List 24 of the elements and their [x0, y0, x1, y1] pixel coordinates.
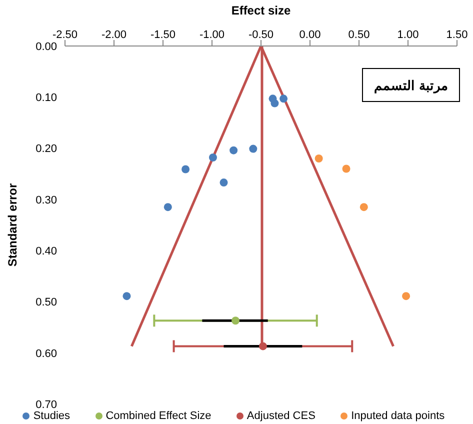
y-axis-title: Standard error — [5, 182, 20, 267]
y-tick-label: 0.40 — [36, 245, 57, 258]
text: مرتبة التسمم — [362, 68, 460, 102]
x-tick-label: -2.50 — [52, 29, 78, 41]
legend-label: Combined Effect Size — [104, 410, 212, 422]
y-tick-label: 0.00 — [36, 40, 57, 53]
x-tick-label: -2.00 — [101, 29, 127, 41]
x-tick-label: -0.50 — [248, 29, 274, 41]
legend-label: Inputed data points — [350, 410, 445, 422]
x-tick-label: -1.00 — [199, 29, 225, 41]
x-tick-label: 0.00 — [299, 29, 321, 41]
x-tick-label: 0.50 — [348, 29, 370, 41]
y-tick-label: 0.30 — [36, 194, 57, 206]
y-tick-label: 0.70 — [36, 398, 57, 411]
x-tick-label: 1.50 — [446, 29, 468, 41]
x-tick-label: 1.00 — [397, 29, 419, 41]
legend-label: Adjusted CES — [246, 410, 316, 422]
y-tick-label: 0.20 — [36, 143, 57, 156]
y-tick-label: 0.10 — [36, 92, 57, 104]
x-axis-title: Effect size — [231, 4, 291, 18]
y-tick-label: 0.50 — [36, 296, 57, 309]
x-tick-label: -1.50 — [150, 29, 176, 41]
y-tick-label: 0.60 — [36, 348, 57, 360]
legend-label: Studies — [32, 410, 70, 422]
